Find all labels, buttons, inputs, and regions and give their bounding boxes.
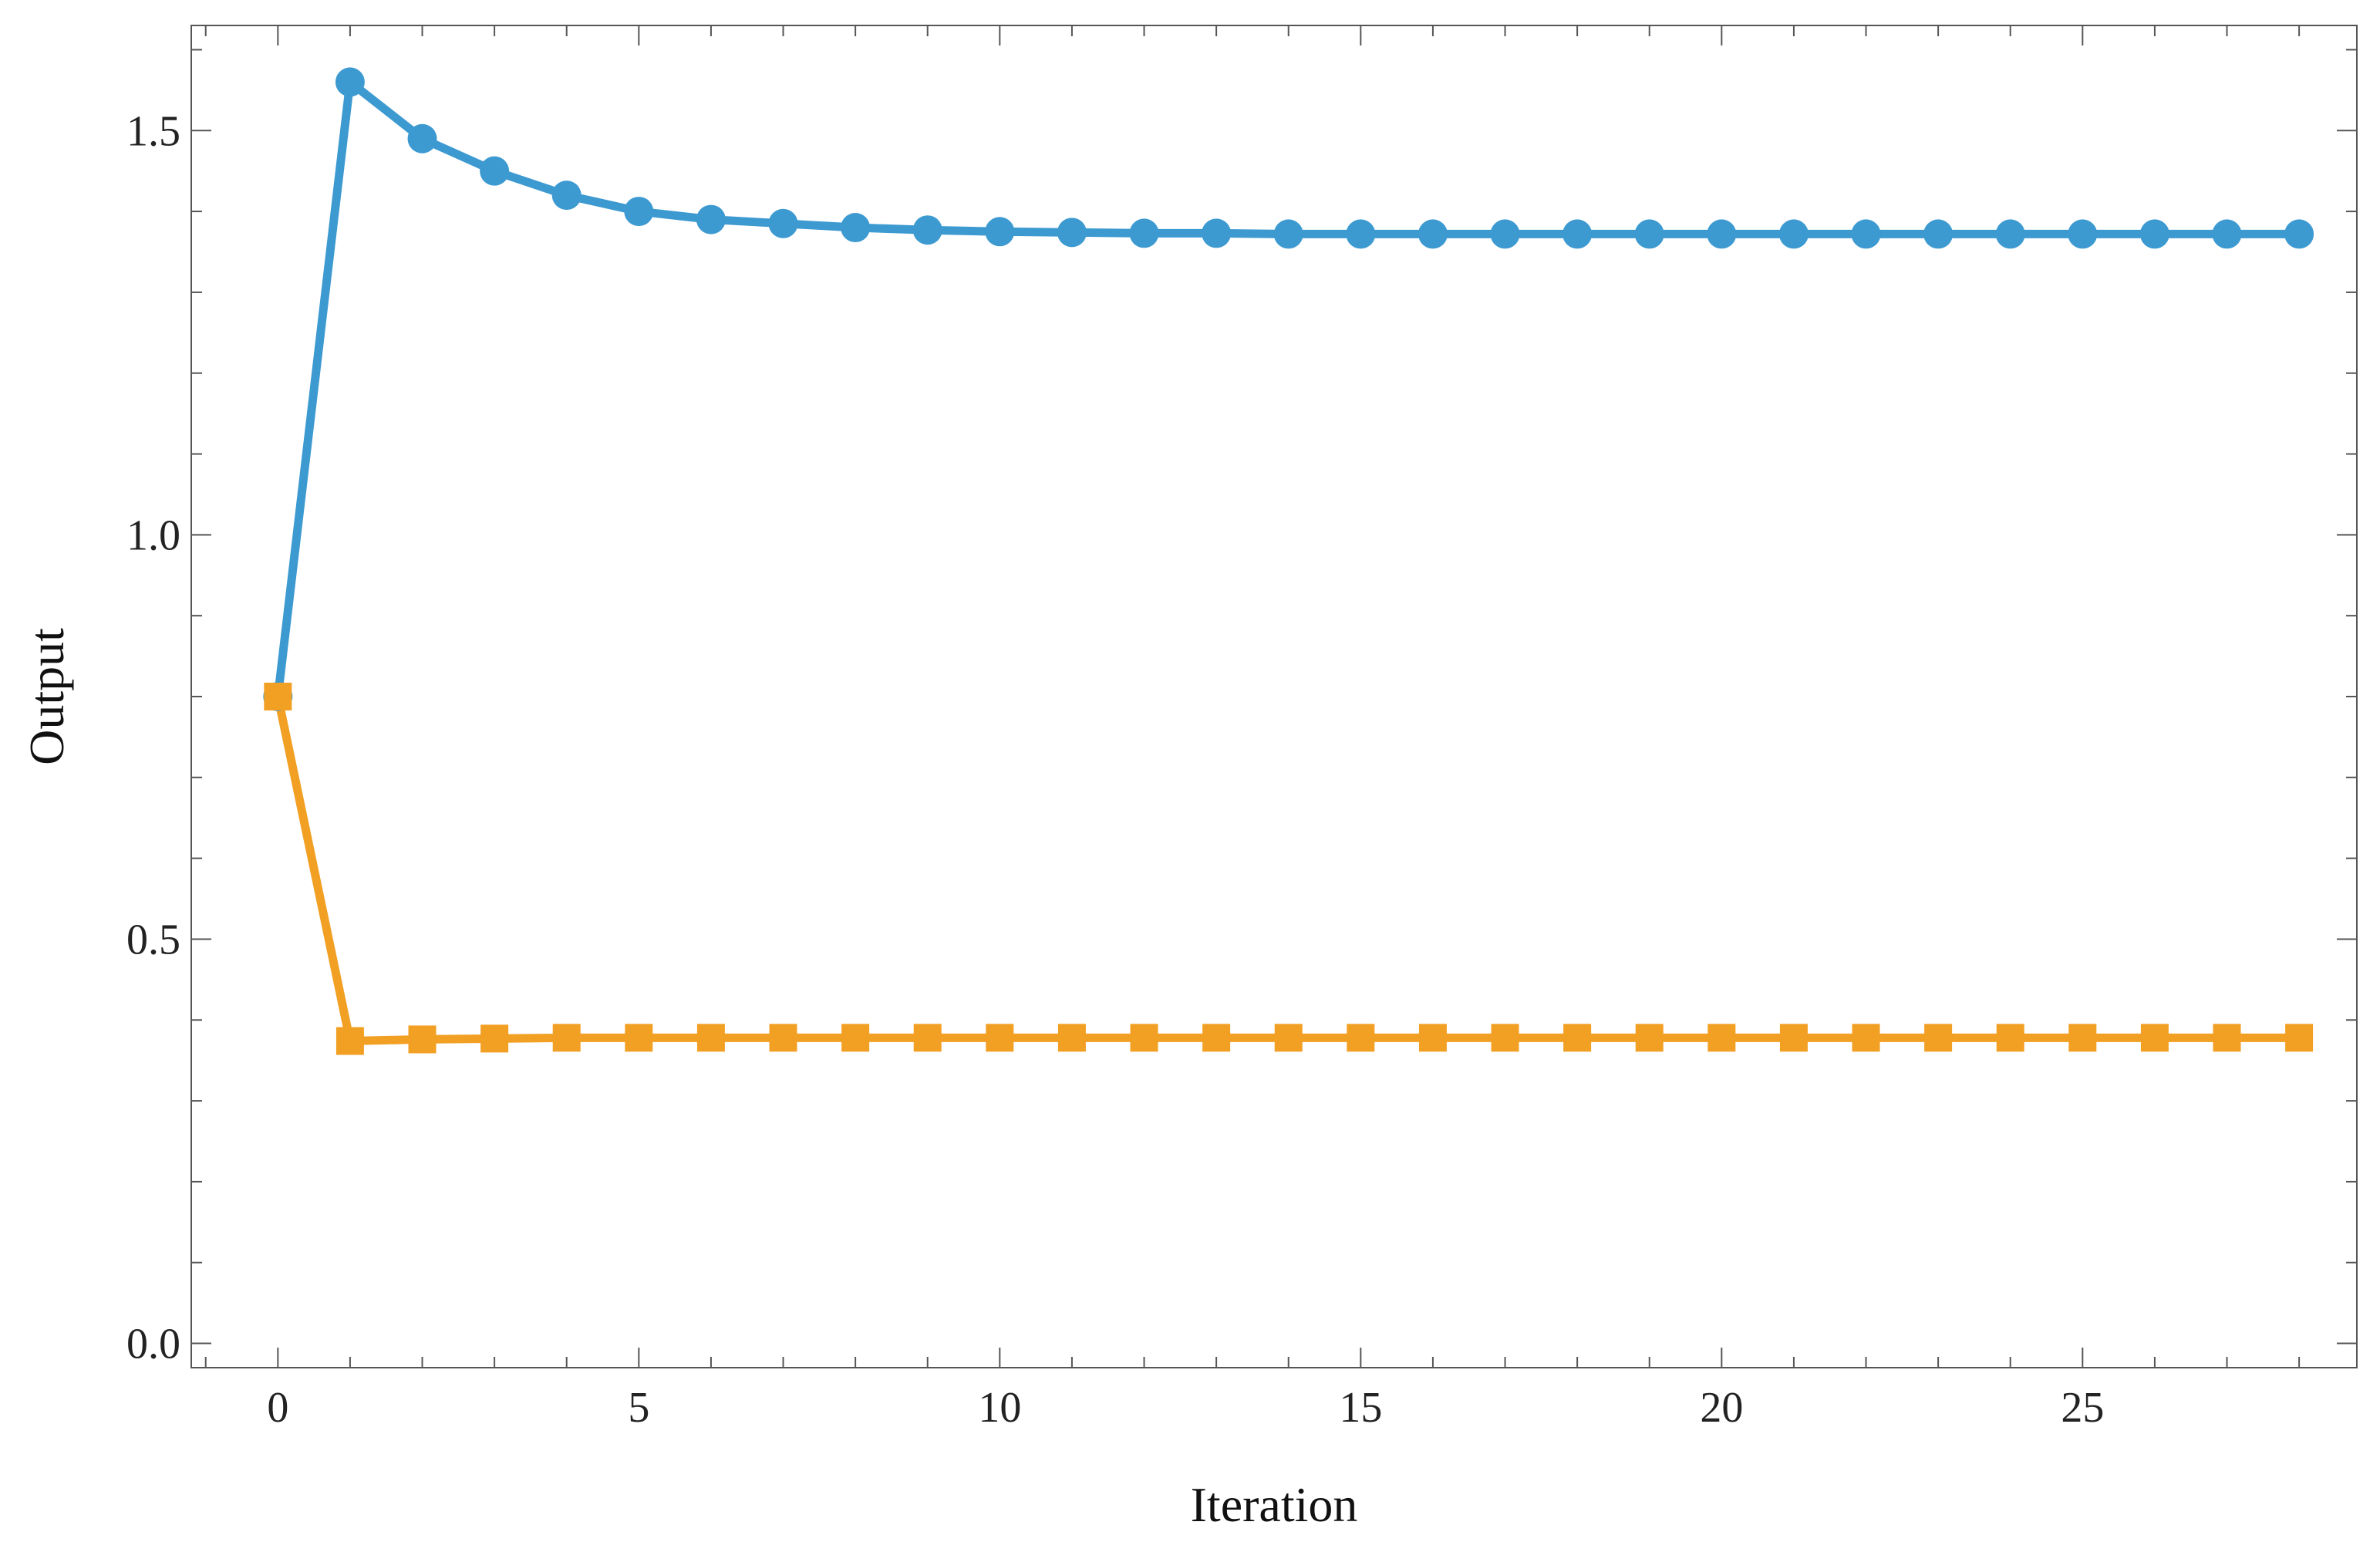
data-point: [1995, 219, 2025, 249]
data-point: [551, 181, 582, 211]
data-point: [769, 1024, 797, 1052]
x-tick-label: 10: [978, 1384, 1021, 1432]
x-tick-label: 5: [628, 1384, 649, 1432]
y-tick-label: 0.0: [126, 1321, 180, 1368]
data-point: [2284, 219, 2314, 249]
data-point: [335, 67, 365, 97]
data-point: [1202, 218, 1232, 248]
y-axis-title: Output: [19, 628, 74, 765]
y-tick-label: 0.5: [126, 916, 180, 963]
data-point: [2285, 1024, 2314, 1052]
data-point: [841, 213, 871, 243]
plot-frame: [190, 25, 2358, 1368]
data-point: [1347, 1024, 1375, 1052]
series-2: [273, 695, 2300, 1046]
data-point: [1418, 219, 1448, 249]
data-point: [1852, 1024, 1880, 1052]
series-1: [273, 77, 2300, 697]
data-point: [1418, 1024, 1447, 1052]
data-point: [1274, 1024, 1303, 1052]
x-axis-title: Iteration: [1191, 1477, 1358, 1532]
data-point: [912, 215, 942, 245]
data-point: [2068, 1024, 2097, 1052]
data-point: [1129, 218, 1159, 248]
data-point: [1778, 219, 1809, 249]
data-point: [552, 1024, 581, 1052]
data-point: [1635, 1024, 1664, 1052]
x-tick-label: 25: [2061, 1384, 2104, 1432]
data-point: [986, 1024, 1014, 1052]
data-point: [407, 123, 437, 154]
data-point: [2068, 219, 2098, 249]
data-point: [1563, 1024, 1592, 1052]
data-point: [480, 156, 510, 186]
x-tick-label: 0: [267, 1384, 288, 1432]
axis-ticks: [191, 25, 2357, 1368]
series-layer: [263, 67, 2314, 1055]
data-point: [841, 1024, 870, 1052]
data-point: [1634, 219, 1664, 249]
data-point: [2212, 219, 2242, 249]
data-point: [624, 197, 654, 227]
y-tick-labels: 0.0 0.5 1.0 1.5: [126, 107, 180, 1368]
series-2-markers: [264, 683, 2314, 1055]
data-point: [1346, 219, 1376, 249]
x-tick-label: 15: [1339, 1384, 1382, 1432]
data-point: [335, 1027, 364, 1055]
data-point: [264, 683, 292, 710]
data-point: [1924, 1024, 1953, 1052]
data-point: [985, 217, 1015, 247]
data-point: [2140, 1024, 2169, 1052]
data-point: [1707, 1024, 1736, 1052]
data-point: [408, 1025, 437, 1054]
data-point: [1491, 1024, 1519, 1052]
data-point: [696, 1024, 725, 1052]
data-point: [1130, 1024, 1158, 1052]
data-point: [2213, 1024, 2241, 1052]
data-point: [480, 1024, 509, 1053]
data-point: [1779, 1024, 1808, 1052]
data-point: [1563, 219, 1593, 249]
data-point: [1490, 219, 1520, 249]
data-point: [1057, 1024, 1086, 1052]
data-point: [696, 204, 726, 235]
data-point: [1057, 218, 1087, 248]
x-tick-labels: 0 5 10 15 20 25: [267, 1384, 2104, 1432]
series-line: [273, 695, 2300, 1046]
y-tick-label: 1.5: [126, 107, 180, 155]
series-line: [273, 77, 2300, 697]
x-tick-label: 20: [1700, 1384, 1743, 1432]
data-point: [768, 208, 798, 238]
data-point: [2139, 219, 2169, 249]
series-1-markers: [263, 67, 2314, 711]
data-point: [1273, 219, 1303, 249]
data-point: [913, 1024, 942, 1052]
data-point: [1996, 1024, 2024, 1052]
data-point: [1202, 1024, 1231, 1052]
data-point: [1851, 219, 1881, 249]
data-point: [625, 1024, 653, 1052]
data-point: [1923, 219, 1954, 249]
data-point: [1707, 219, 1737, 249]
y-tick-label: 1.0: [126, 511, 180, 559]
